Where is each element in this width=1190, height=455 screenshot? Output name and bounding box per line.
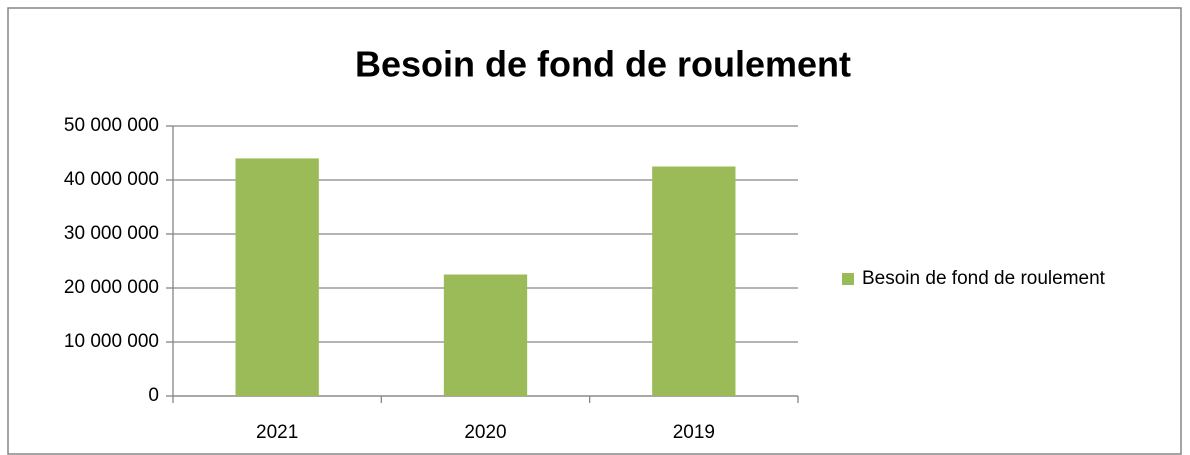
legend-swatch: [842, 273, 854, 285]
y-tick-label: 20 000 000: [64, 277, 159, 298]
bar: [235, 158, 319, 396]
x-tick-label: 2021: [256, 422, 298, 443]
y-tick-label: 50 000 000: [64, 115, 159, 136]
chart-frame: [7, 7, 1182, 455]
legend-label: Besoin de fond de roulement: [862, 268, 1106, 289]
y-tick-label: 40 000 000: [64, 169, 159, 190]
y-tick-label: 10 000 000: [64, 331, 159, 352]
y-tick-label: 30 000 000: [64, 223, 159, 244]
x-tick-label: 2020: [464, 422, 506, 443]
x-tick-label: 2019: [673, 422, 715, 443]
bar: [652, 166, 736, 396]
y-tick-label: 0: [148, 385, 159, 406]
chart-title: Besoin de fond de roulement: [355, 44, 851, 85]
bar: [443, 274, 528, 396]
